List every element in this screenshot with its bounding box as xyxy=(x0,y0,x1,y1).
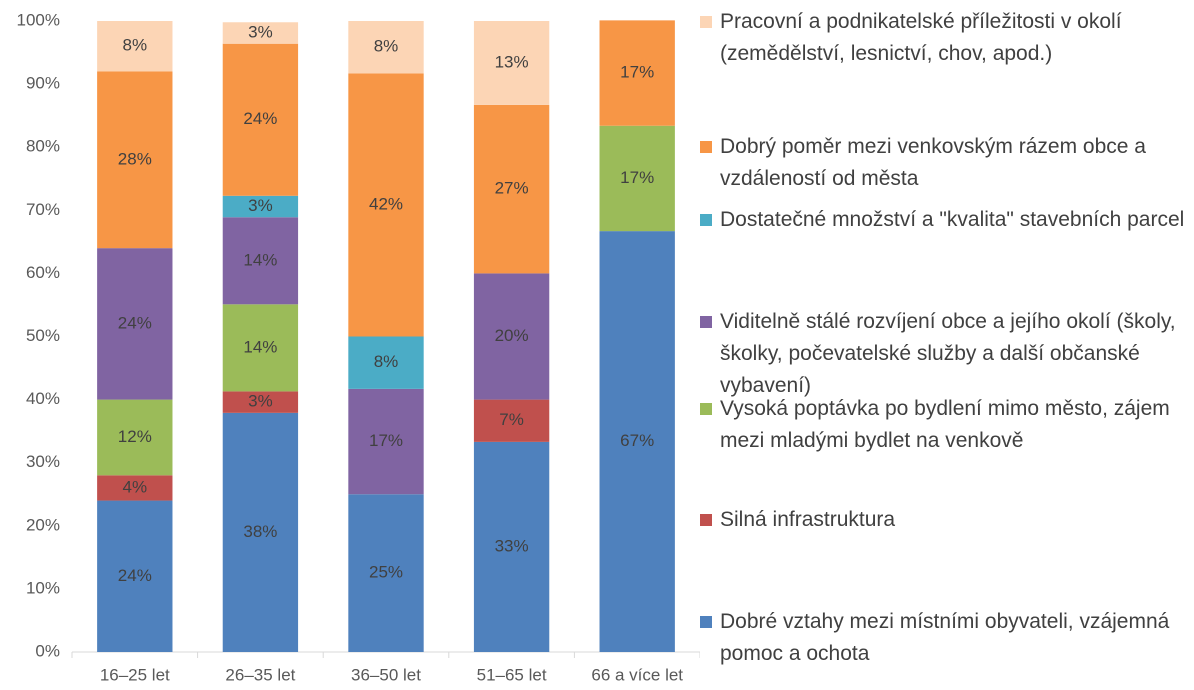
data-label: 25% xyxy=(369,563,403,582)
legend-swatch xyxy=(700,403,712,415)
legend-label: Pracovní a podnikatelské příležitosti v … xyxy=(720,10,1122,65)
data-label: 3% xyxy=(248,22,273,41)
y-tick-label: 80% xyxy=(26,137,60,156)
y-tick-label: 40% xyxy=(26,389,60,408)
bar-segment xyxy=(348,336,424,389)
data-label: 8% xyxy=(374,37,399,56)
y-tick-label: 90% xyxy=(26,74,60,93)
y-tick-label: 10% xyxy=(26,578,60,597)
chart: 0% 10% 20% 30% 40% 50% 60% 70% 80% 90% 100% 16–25 l… xyxy=(17,10,700,684)
data-label: 8% xyxy=(123,36,148,55)
data-label: 20% xyxy=(495,326,529,345)
x-tick-label: 36–50 let xyxy=(351,665,421,684)
data-label: 17% xyxy=(620,63,654,82)
data-label: 3% xyxy=(248,196,273,215)
y-tick-label: 20% xyxy=(26,515,60,534)
x-tick-label: 51–65 let xyxy=(477,665,547,684)
x-tick-label: 26–35 let xyxy=(225,665,295,684)
data-label: 14% xyxy=(243,250,277,269)
data-label: 38% xyxy=(243,522,277,541)
bar-segment xyxy=(473,441,550,652)
bar-segment xyxy=(348,21,424,74)
bar-segment xyxy=(599,125,675,232)
data-label: 27% xyxy=(495,179,529,198)
bar-segment xyxy=(97,71,173,249)
bar-segment xyxy=(348,494,424,652)
x-tick-label: 16–25 let xyxy=(100,665,170,684)
bar-segment xyxy=(473,399,550,442)
y-tick-label: 100% xyxy=(17,10,60,29)
legend-swatch xyxy=(700,616,712,628)
legend-item: Viditelně stálé rozvíjení obce a jejího … xyxy=(700,306,1190,402)
data-label: 17% xyxy=(620,168,654,187)
bar-segment xyxy=(599,231,675,653)
legend-label: Silná infrastruktura xyxy=(720,508,896,531)
bar-segment xyxy=(222,412,299,652)
x-tick-label: 66 a více let xyxy=(591,665,683,684)
data-label: 24% xyxy=(243,109,277,128)
data-label: 14% xyxy=(243,337,277,356)
data-label: 3% xyxy=(248,392,273,411)
legend-item: Vysoká poptávka po bydlení mimo město, z… xyxy=(700,393,1190,457)
legend-item: Dobrý poměr mezi venkovským rázem obce a… xyxy=(700,131,1190,195)
data-label: 42% xyxy=(369,194,403,213)
bar-segment xyxy=(222,43,299,196)
bar-segment xyxy=(473,21,550,105)
legend-label: Viditelně stálé rozvíjení obce a jejího … xyxy=(720,310,1176,397)
legend-label: Vysoká poptávka po bydlení mimo město, z… xyxy=(720,397,1170,452)
y-tick-label: 60% xyxy=(26,263,60,282)
data-label: 28% xyxy=(118,149,152,168)
legend-swatch xyxy=(700,141,712,153)
bar-segment xyxy=(222,217,299,305)
bar-segment xyxy=(97,500,173,652)
bar-segment xyxy=(97,248,173,400)
data-label: 4% xyxy=(123,477,148,496)
y-tick-label: 30% xyxy=(26,452,60,471)
bar-segment xyxy=(473,104,550,274)
bar-segment xyxy=(222,304,299,392)
bar-segment xyxy=(348,73,424,337)
bar-segment xyxy=(97,399,173,476)
bar-segment xyxy=(473,273,550,400)
y-tick-label: 70% xyxy=(26,200,60,219)
legend-item: Silná infrastruktura xyxy=(700,504,1190,536)
data-label: 13% xyxy=(495,52,529,71)
y-tick-label: 50% xyxy=(26,326,60,345)
legend-label: Dobré vztahy mezi místními obyvateli, vz… xyxy=(720,610,1170,665)
legend-label: Dostatečné množství a "kvalita" stavební… xyxy=(720,208,1185,231)
bar-segment xyxy=(222,391,299,413)
data-label: 12% xyxy=(118,427,152,446)
y-tick-label: 0% xyxy=(35,641,60,660)
legend-swatch xyxy=(700,16,712,28)
legend-swatch xyxy=(700,214,712,226)
data-label: 8% xyxy=(374,352,399,371)
data-label: 17% xyxy=(369,431,403,450)
data-label: 24% xyxy=(118,313,152,332)
bar-segment xyxy=(599,20,675,126)
data-label: 33% xyxy=(495,536,529,555)
legend-item: Dostatečné množství a "kvalita" stavební… xyxy=(700,204,1190,236)
legend-swatch xyxy=(700,316,712,328)
data-label: 24% xyxy=(118,566,152,585)
bar-segment xyxy=(222,195,299,218)
bar-segment xyxy=(97,475,173,501)
bar-segment xyxy=(97,21,173,72)
legend-item: Dobré vztahy mezi místními obyvateli, vz… xyxy=(700,606,1190,670)
bar-segment xyxy=(348,388,424,495)
data-label: 67% xyxy=(620,431,654,450)
data-label: 7% xyxy=(499,410,524,429)
legend-item: Pracovní a podnikatelské příležitosti v … xyxy=(700,6,1190,70)
bar-segment xyxy=(222,22,299,44)
legend-swatch xyxy=(700,514,712,526)
legend-label: Dobrý poměr mezi venkovským rázem obce a… xyxy=(720,135,1146,190)
